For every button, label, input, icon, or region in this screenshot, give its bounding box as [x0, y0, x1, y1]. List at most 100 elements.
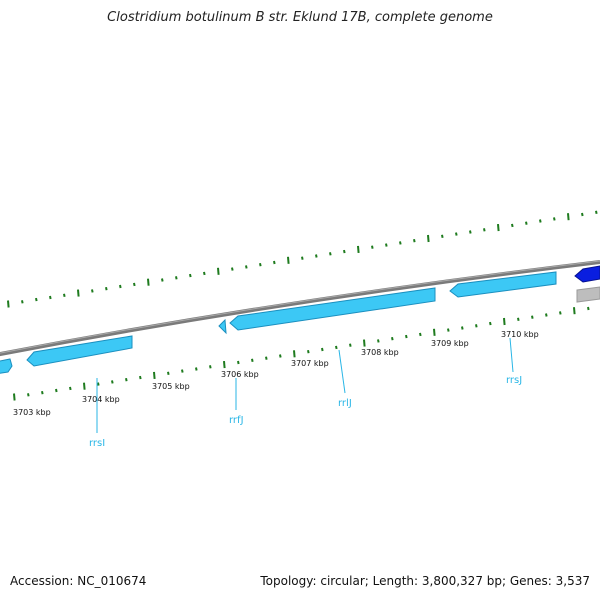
feature-arrow[interactable] — [26, 335, 133, 367]
genome-backbone — [0, 260, 600, 357]
gc-tick — [497, 224, 500, 232]
gc-tick — [133, 282, 136, 287]
gc-tick — [455, 232, 458, 236]
gc-tick — [419, 332, 422, 337]
ruler-label-3704: 3704 kbp — [82, 395, 120, 404]
gc-tick — [259, 263, 262, 267]
gc-tick — [63, 293, 66, 297]
feature-gray[interactable] — [576, 286, 600, 303]
gc-tick — [265, 356, 268, 360]
gc-tick — [539, 219, 542, 223]
gc-tick — [223, 361, 226, 369]
gc-tick — [475, 324, 478, 328]
gc-tick — [503, 317, 506, 326]
leader-rrsJ — [509, 337, 514, 373]
gc-tick — [385, 243, 388, 247]
gc-tick — [237, 360, 240, 365]
feature-arrow[interactable] — [218, 318, 227, 335]
topology-summary: Topology: circular; Length: 3,800,327 bp… — [260, 574, 590, 588]
gene-label-rrsI[interactable]: rrsI — [89, 438, 105, 449]
gc-tick — [293, 350, 296, 358]
gc-tick — [125, 378, 128, 382]
ruler-labels: 3703 kbp 3704 kbp 3705 kbp 3706 kbp 3707… — [13, 330, 539, 417]
gc-tick — [189, 273, 192, 278]
gc-tick — [245, 265, 248, 269]
gc-tick — [69, 386, 72, 391]
gc-tick — [469, 230, 472, 234]
genome-backbone-highlight — [0, 260, 600, 354]
ruler-label-3706: 3706 kbp — [221, 370, 259, 379]
gc-tick — [181, 369, 184, 373]
gc-track-upper — [7, 210, 598, 308]
gc-tick — [371, 245, 374, 249]
ruler-label-3703: 3703 kbp — [13, 408, 51, 417]
feature-arrow[interactable] — [0, 358, 13, 374]
gc-tick — [413, 239, 416, 243]
gene-label-rrlJ[interactable]: rrlJ — [338, 398, 352, 409]
gc-tick — [525, 221, 528, 225]
gc-tick — [273, 260, 276, 265]
gc-tick — [209, 365, 212, 369]
ruler-label-3709: 3709 kbp — [431, 339, 469, 348]
gc-tick — [161, 278, 164, 282]
gc-tick — [567, 213, 570, 221]
gc-tick — [27, 393, 30, 397]
ruler-label-3708: 3708 kbp — [361, 348, 399, 357]
gc-tick — [287, 256, 290, 264]
feature-arrow-dark[interactable] — [574, 265, 600, 283]
gc-tick — [231, 267, 234, 271]
gc-tick — [573, 307, 576, 315]
gc-tick — [489, 321, 492, 326]
gene-leaders — [96, 337, 514, 433]
map-title: Clostridium botulinum B str. Eklund 17B,… — [107, 10, 493, 25]
gc-tick — [153, 371, 156, 379]
ruler-label-3707: 3707 kbp — [291, 359, 329, 368]
gc-tick — [35, 297, 38, 302]
gc-tick — [7, 300, 10, 308]
gc-tick — [511, 223, 514, 228]
gc-tick — [21, 300, 24, 304]
gc-tick — [175, 276, 178, 280]
gc-tick — [357, 245, 360, 253]
accession-text: Accession: NC_010674 — [10, 574, 147, 588]
gc-tick — [105, 287, 108, 291]
feature-track — [0, 265, 600, 374]
gc-tick — [119, 284, 122, 289]
gc-tick — [203, 271, 206, 276]
gene-labels: rrsI rrfJ rrlJ rrsJ — [89, 375, 522, 449]
gc-tick — [139, 375, 142, 380]
gc-tick — [363, 339, 366, 347]
gc-tick — [91, 289, 94, 293]
gc-tick — [195, 367, 198, 371]
gc-tick — [581, 212, 584, 217]
gc-tick — [251, 358, 254, 362]
leader-rrlJ — [338, 349, 346, 394]
gc-tick — [97, 382, 100, 386]
feature-arrow[interactable] — [229, 287, 436, 331]
gc-tick — [399, 241, 402, 245]
gene-label-rrsJ[interactable]: rrsJ — [506, 375, 522, 386]
gc-tick — [111, 380, 114, 384]
gc-tick — [461, 326, 464, 330]
gene-label-rrfJ[interactable]: rrfJ — [229, 415, 244, 426]
gc-tick — [321, 347, 324, 352]
feature-arrow[interactable] — [449, 271, 557, 298]
gc-tick — [49, 295, 52, 300]
gc-tick — [83, 382, 86, 390]
gc-tick — [315, 254, 318, 258]
gc-tick — [483, 228, 486, 232]
gc-tick — [279, 354, 282, 358]
gc-tick — [427, 234, 430, 243]
gc-tick — [517, 317, 520, 321]
gc-tick — [41, 391, 44, 395]
gc-tick — [595, 210, 598, 214]
gc-tick — [559, 311, 562, 315]
gc-tick — [553, 217, 556, 221]
gc-tick — [335, 345, 338, 350]
gc-tick — [343, 249, 346, 254]
gc-tick — [147, 278, 150, 286]
gc-tick — [167, 371, 170, 375]
gc-tick — [13, 393, 16, 401]
gc-tick — [349, 343, 352, 347]
